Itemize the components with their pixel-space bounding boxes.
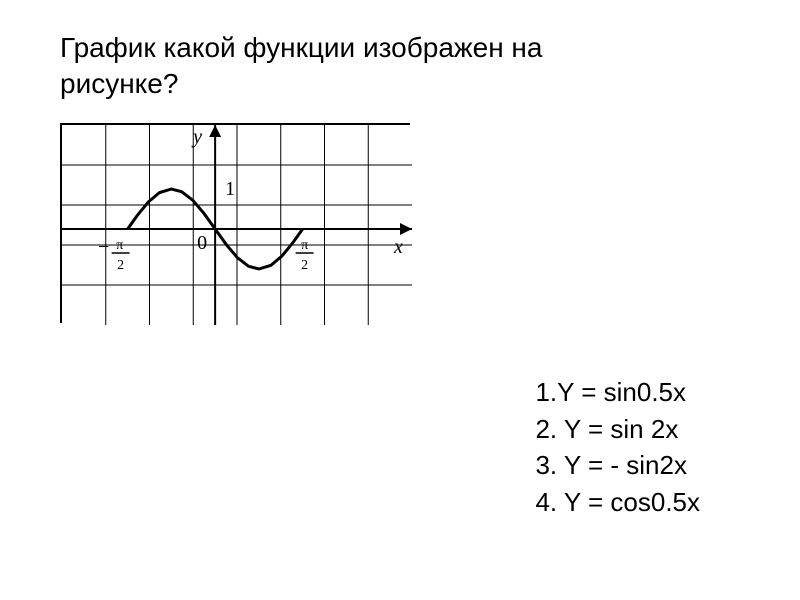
svg-text:1: 1 [225, 178, 235, 200]
svg-text:π: π [116, 238, 123, 253]
answer-option-2: 2. Y = sin 2x [535, 411, 700, 447]
svg-text:x: x [393, 236, 403, 258]
svg-text:y: y [191, 126, 202, 148]
answer-option-3: 3. Y = - sin2x [535, 447, 700, 483]
chart-svg: yx10π2−π2 [62, 125, 412, 325]
svg-text:−: − [98, 236, 109, 258]
svg-text:π: π [301, 238, 308, 253]
question-line-2: рисунке? [60, 68, 178, 99]
answer-option-1: 1.Y = sin0.5x [535, 374, 700, 410]
svg-text:2: 2 [117, 258, 124, 273]
answer-option-4: 4. Y = cos0.5x [535, 484, 700, 520]
function-chart: yx10π2−π2 [60, 123, 410, 323]
answer-options: 1.Y = sin0.5x 2. Y = sin 2x 3. Y = - sin… [535, 374, 700, 520]
math-question-slide: График какой функции изображен на рисунк… [0, 0, 800, 600]
svg-text:0: 0 [197, 232, 207, 254]
svg-text:2: 2 [301, 258, 308, 273]
question-text: График какой функции изображен на рисунк… [60, 30, 740, 103]
question-line-1: График какой функции изображен на [60, 32, 542, 63]
